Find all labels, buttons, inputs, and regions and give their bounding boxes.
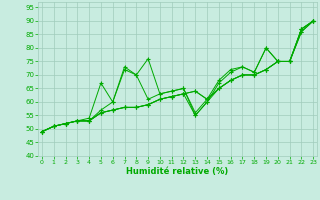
X-axis label: Humidité relative (%): Humidité relative (%) (126, 167, 229, 176)
